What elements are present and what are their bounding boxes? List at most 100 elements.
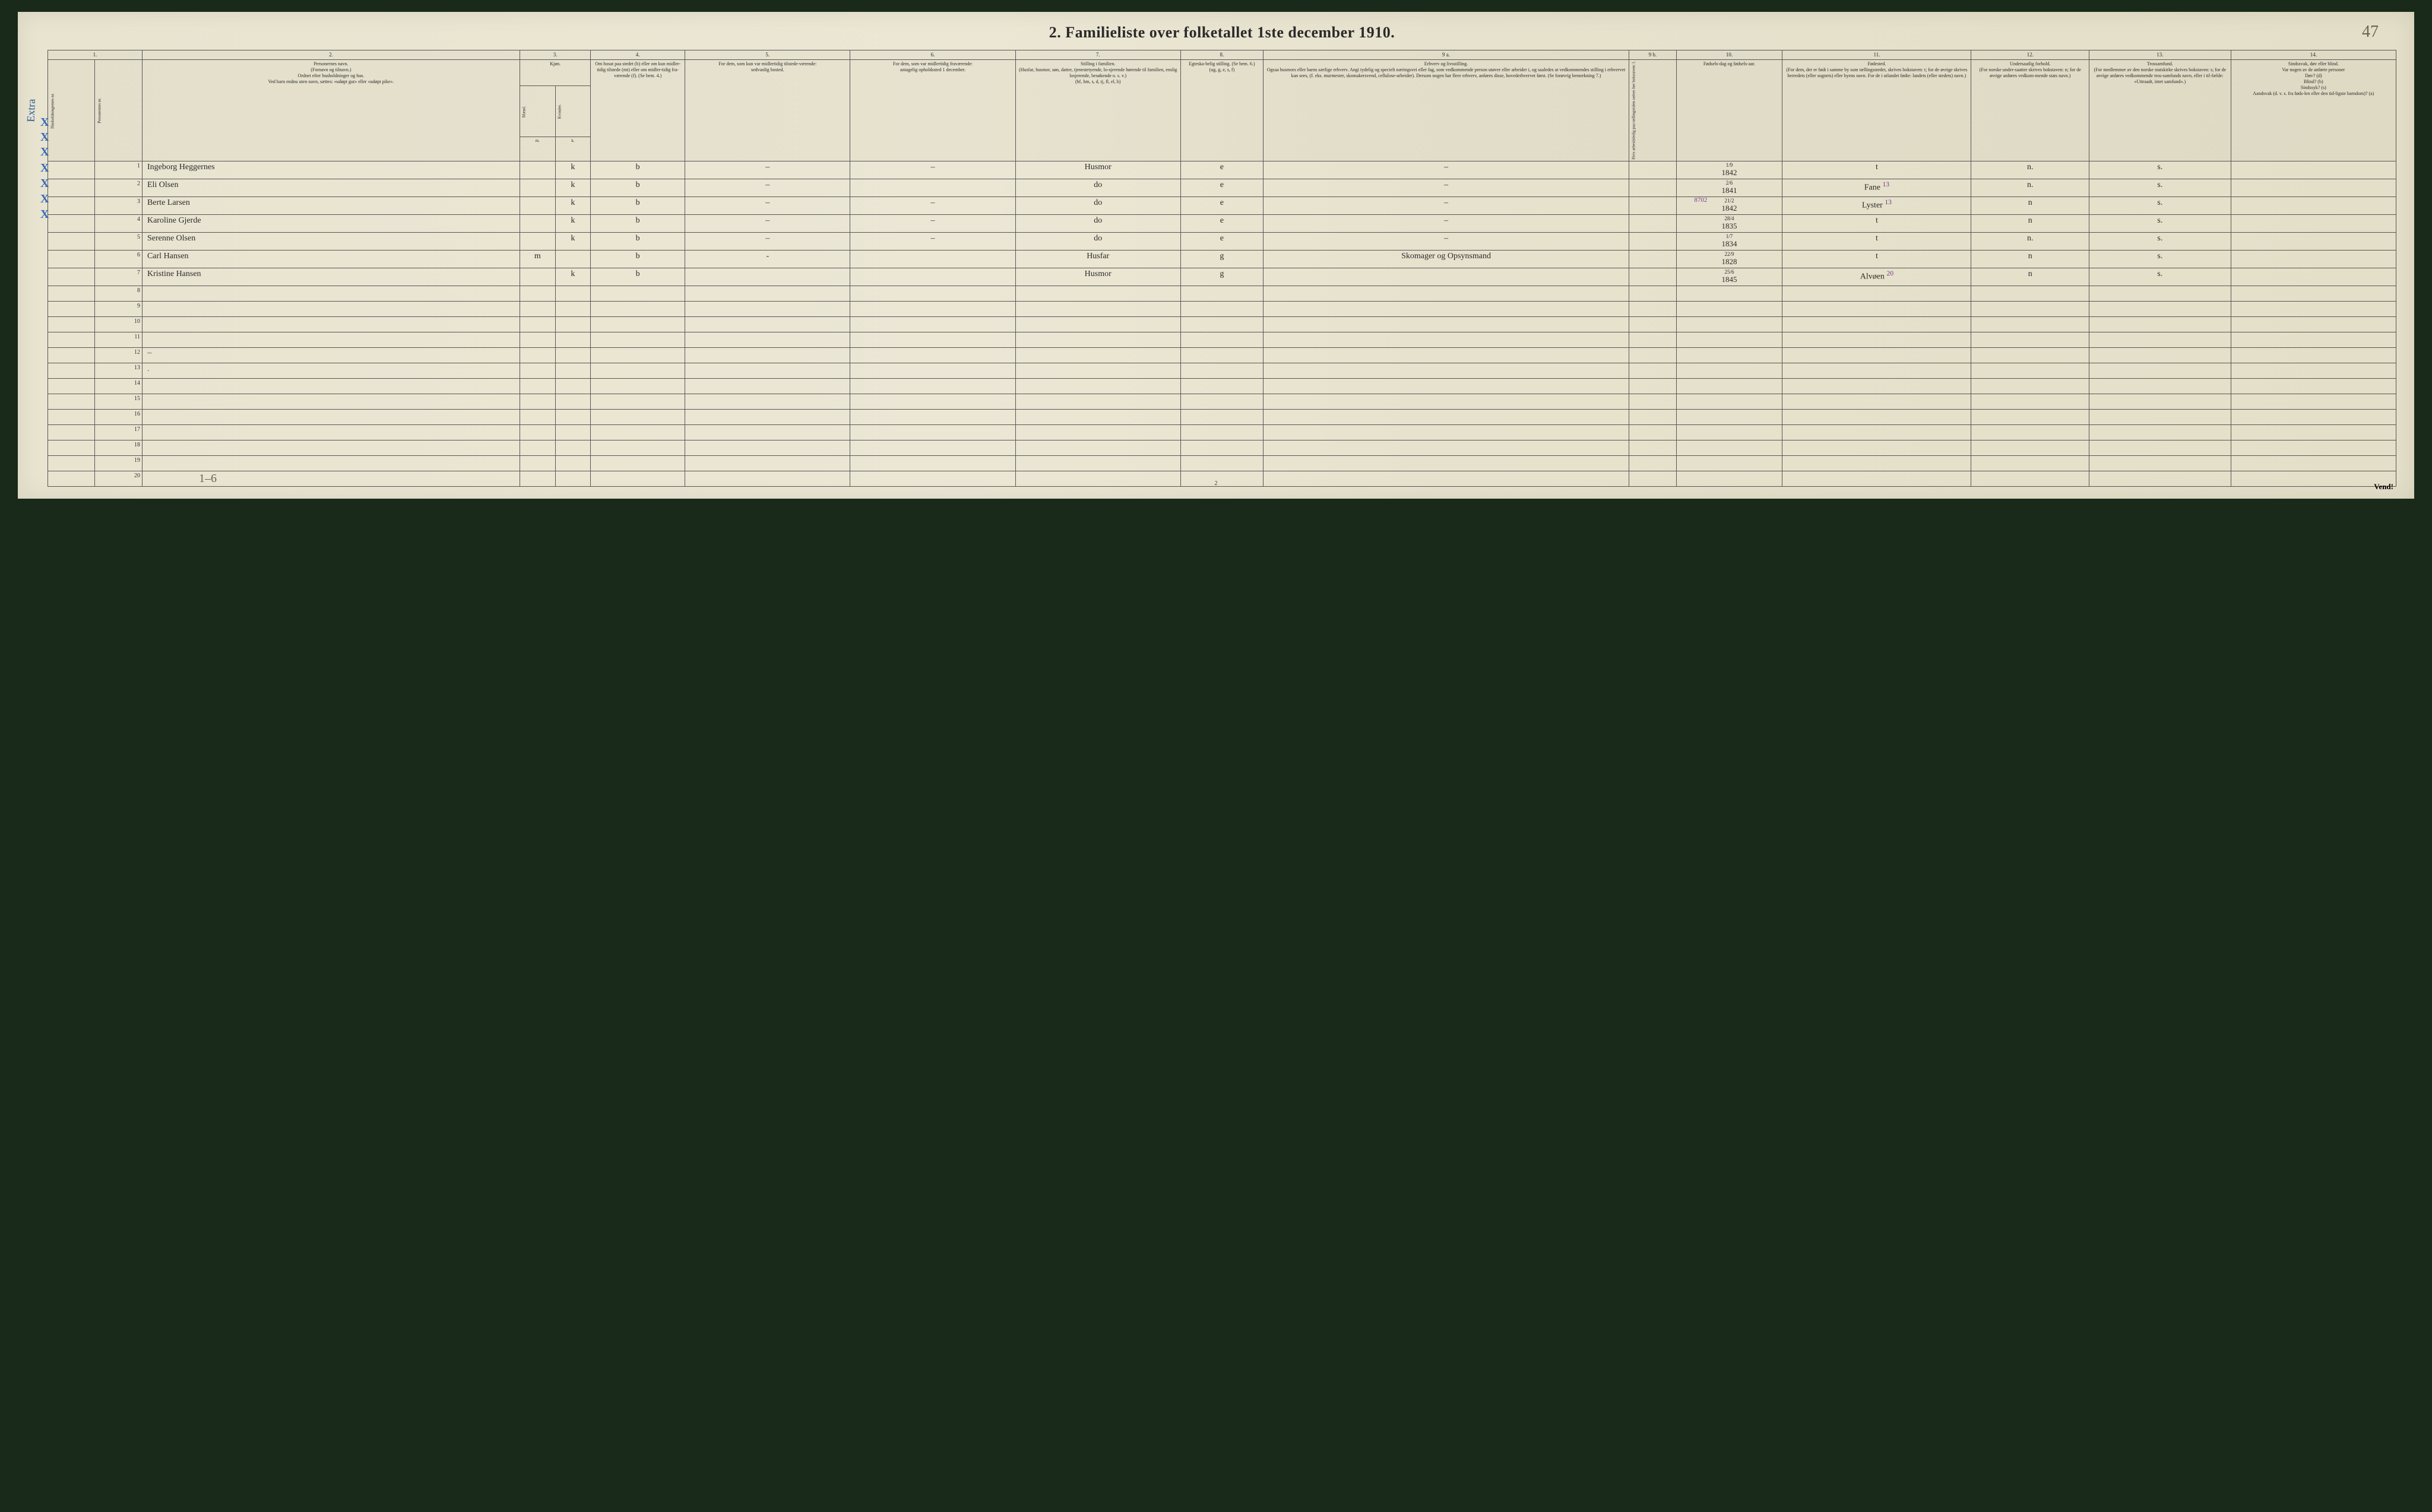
- table-cell: s.: [2089, 179, 2231, 196]
- table-cell: [1629, 332, 1676, 347]
- table-cell: [1263, 440, 1629, 455]
- table-cell: [591, 363, 685, 378]
- colnum-9a: 9 a.: [1263, 50, 1629, 60]
- table-cell: –: [1263, 196, 1629, 214]
- table-cell: s.: [2089, 161, 2231, 179]
- table-cell: b: [591, 214, 685, 232]
- table-cell: t: [1782, 250, 1971, 268]
- table-cell: [1971, 363, 2089, 378]
- table-cell: [555, 394, 591, 409]
- table-cell: [591, 378, 685, 394]
- table-cell: [1971, 332, 2089, 347]
- table-cell: [1971, 440, 2089, 455]
- table-cell: [1782, 471, 1971, 486]
- table-cell: [1676, 316, 1782, 332]
- table-cell: [555, 250, 591, 268]
- table-cell: [48, 363, 95, 378]
- table-cell: [1015, 424, 1180, 440]
- table-cell: [2089, 424, 2231, 440]
- table-cell: [1015, 332, 1180, 347]
- table-cell: [520, 196, 555, 214]
- table-cell: [1629, 214, 1676, 232]
- hdr-stilling: Stilling i familien. (Husfar, husmor, sø…: [1015, 60, 1180, 161]
- table-cell: b: [591, 179, 685, 196]
- table-cell: [555, 301, 591, 316]
- table-cell: Serenne Olsen: [142, 232, 520, 250]
- table-cell: [2089, 409, 2231, 424]
- table-cell: s.: [2089, 250, 2231, 268]
- table-cell: .: [142, 363, 520, 378]
- colnum-1: 1.: [48, 50, 142, 60]
- table-cell: Fane 13: [1782, 179, 1971, 196]
- table-cell: [1971, 471, 2089, 486]
- table-cell: 25/61845: [1676, 268, 1782, 286]
- table-cell: [850, 286, 1015, 301]
- table-cell: [850, 471, 1015, 486]
- table-cell: [1015, 301, 1180, 316]
- table-cell: [1782, 332, 1971, 347]
- table-cell: [685, 471, 850, 486]
- table-cell: -: [685, 250, 850, 268]
- table-cell: [1629, 409, 1676, 424]
- table-cell: [850, 455, 1015, 471]
- table-cell: [142, 455, 520, 471]
- table-cell: [520, 286, 555, 301]
- table-cell: [1263, 363, 1629, 378]
- table-cell: [1629, 394, 1676, 409]
- table-cell: [2231, 196, 2396, 214]
- table-cell: [2231, 286, 2396, 301]
- table-cell: [142, 332, 520, 347]
- table-row: 2Eli Olsenkb–doe–2/61841Fane 13n.s.: [48, 179, 2396, 196]
- table-cell: [685, 332, 850, 347]
- table-cell: [1629, 196, 1676, 214]
- hdr-m: m.: [520, 137, 555, 161]
- table-cell: [1180, 424, 1263, 440]
- table-cell: [850, 316, 1015, 332]
- table-cell: [520, 363, 555, 378]
- table-cell: [1015, 363, 1180, 378]
- table-cell: [1676, 440, 1782, 455]
- table-cell: [1971, 316, 2089, 332]
- table-cell: [1971, 394, 2089, 409]
- table-cell: [685, 424, 850, 440]
- table-row: 5Serenne Olsenkb––doe–1/71834tn.s.: [48, 232, 2396, 250]
- table-cell: [1180, 301, 1263, 316]
- table-cell: ~: [142, 347, 520, 363]
- table-cell: 16: [95, 409, 142, 424]
- table-cell: [850, 332, 1015, 347]
- table-cell: [1782, 301, 1971, 316]
- census-table: 1. 2. 3. 4. 5. 6. 7. 8. 9 a. 9 b. 10. 11…: [48, 50, 2396, 487]
- table-cell: [1629, 286, 1676, 301]
- table-cell: [48, 161, 95, 179]
- table-cell: 2: [95, 179, 142, 196]
- blue-x-mark: X: [40, 161, 49, 175]
- table-cell: [48, 455, 95, 471]
- table-cell: [591, 455, 685, 471]
- colnum-2: 2.: [142, 50, 520, 60]
- colnum-12: 12.: [1971, 50, 2089, 60]
- hdr-pers-nr: Personernes nr.: [95, 60, 142, 161]
- table-cell: [48, 214, 95, 232]
- table-cell: b: [591, 232, 685, 250]
- table-cell: [1676, 301, 1782, 316]
- table-cell: [1676, 347, 1782, 363]
- page-title: 2. Familieliste over folketallet 1ste de…: [48, 24, 2396, 42]
- table-cell: [2089, 378, 2231, 394]
- table-cell: 21/21842: [1676, 196, 1782, 214]
- table-cell: [2231, 440, 2396, 455]
- table-cell: [520, 424, 555, 440]
- table-row-empty: 11: [48, 332, 2396, 347]
- table-cell: 18: [95, 440, 142, 455]
- table-cell: [1782, 440, 1971, 455]
- table-cell: –: [850, 214, 1015, 232]
- table-cell: 7: [95, 268, 142, 286]
- table-cell: [1629, 179, 1676, 196]
- table-cell: [2089, 332, 2231, 347]
- table-cell: [2231, 471, 2396, 486]
- table-cell: [685, 347, 850, 363]
- table-cell: [1263, 378, 1629, 394]
- table-cell: [685, 409, 850, 424]
- table-cell: [2231, 347, 2396, 363]
- table-cell: [1629, 471, 1676, 486]
- table-cell: t: [1782, 232, 1971, 250]
